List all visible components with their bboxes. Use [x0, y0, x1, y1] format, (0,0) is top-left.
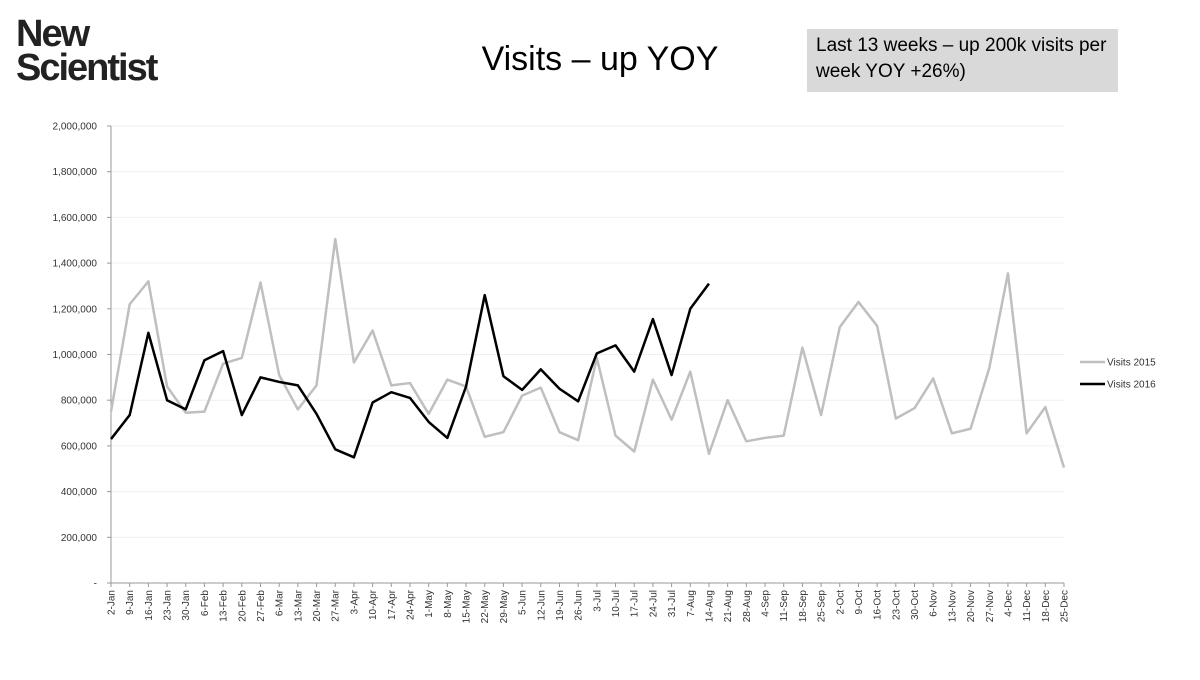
logo-word: Scientist	[16, 47, 159, 89]
x-tick-label: 31-Jul	[667, 590, 678, 617]
x-tick-label: 4-Sep	[761, 590, 772, 617]
x-tick-label: 3-Apr	[349, 589, 360, 614]
x-tick-label: 20-Mar	[312, 589, 323, 621]
y-tick-label: 1,800,000	[53, 167, 98, 178]
y-tick-label: -	[94, 579, 97, 590]
y-tick-label: 400,000	[61, 487, 98, 498]
x-tick-label: 9-Jan	[125, 590, 136, 615]
x-tick-label: 15-May	[462, 590, 473, 623]
legend-label: Visits 2015	[1107, 358, 1156, 369]
x-tick-label: 25-Dec	[1060, 590, 1071, 622]
legend-label: Visits 2016	[1107, 380, 1156, 391]
x-tick-label: 23-Oct	[891, 590, 902, 620]
series-line	[109, 237, 1066, 468]
x-tick-label: 6-Feb	[200, 590, 211, 617]
x-tick-label: 11-Dec	[1022, 590, 1033, 622]
x-tick-label: 30-Jan	[181, 590, 192, 621]
x-tick-label: 6-Nov	[929, 590, 940, 617]
y-tick-label: 1,600,000	[53, 213, 98, 224]
x-tick-label: 29-May	[499, 590, 510, 623]
x-tick-label: 20-Feb	[237, 590, 248, 622]
x-tick-label: 5-Jun	[518, 590, 529, 615]
x-tick-label: 14-Aug	[704, 590, 715, 622]
x-tick-label: 27-Feb	[256, 590, 267, 622]
x-tick-label: 18-Sep	[798, 590, 809, 623]
x-tick-label: 26-Jun	[574, 590, 585, 621]
x-tick-label: 24-Jul	[648, 590, 659, 617]
y-tick-label: 800,000	[61, 396, 98, 407]
x-tick-label: 21-Aug	[723, 590, 734, 622]
x-tick-label: 28-Aug	[742, 590, 753, 622]
x-tick-label: 22-May	[480, 590, 491, 623]
logo: New Scientist	[16, 13, 159, 89]
x-tick-label: 7-Aug	[686, 590, 697, 617]
logo-word: New	[16, 13, 91, 55]
y-tick-label: 1,000,000	[53, 350, 98, 361]
x-tick-label: 10-Apr	[368, 589, 379, 620]
x-tick-label: 13-Nov	[947, 590, 958, 622]
x-tick-label: 6-Mar	[275, 589, 286, 616]
y-tick-label: 2,000,000	[53, 122, 98, 133]
x-tick-label: 27-Mar	[331, 589, 342, 621]
x-tick-label: 1-May	[424, 590, 435, 618]
y-tick-label: 600,000	[61, 441, 98, 452]
chart-title: Visits – up YOY	[482, 40, 719, 78]
x-tick-label: 16-Jan	[144, 590, 155, 621]
x-tick-label: 4-Dec	[1003, 590, 1014, 617]
callout: Last 13 weeks – up 200k visits per week …	[816, 35, 1107, 82]
callout-wrap: Last 13 weeks – up 200k visits per week …	[816, 35, 1107, 82]
x-tick-label: 20-Nov	[966, 590, 977, 622]
x-tick-label: 8-May	[443, 590, 454, 618]
x-tick-label: 3-Jul	[592, 590, 603, 612]
series-line	[110, 282, 710, 459]
x-tick-label: 12-Jun	[536, 590, 547, 621]
x-tick-label: 2-Oct	[835, 590, 846, 615]
x-tick-label: 27-Nov	[985, 590, 996, 622]
y-tick-label: 200,000	[61, 533, 98, 544]
x-tick-label: 10-Jul	[611, 590, 622, 617]
callout-box	[807, 29, 1118, 92]
y-tick-label: 1,400,000	[53, 259, 98, 270]
x-tick-label: 18-Dec	[1041, 590, 1052, 622]
y-tick-label: 1,200,000	[53, 304, 98, 315]
x-tick-label: 16-Oct	[873, 590, 884, 620]
x-tick-label: 25-Sep	[817, 590, 828, 623]
x-tick-label: 24-Apr	[405, 589, 416, 620]
x-tick-label: 17-Apr	[387, 589, 398, 620]
x-tick-label: 13-Mar	[293, 589, 304, 621]
x-tick-label: 9-Oct	[854, 590, 865, 615]
x-tick-label: 30-Oct	[910, 590, 921, 620]
x-tick-label: 13-Feb	[219, 590, 230, 622]
x-tick-label: 17-Jul	[630, 590, 641, 617]
x-tick-label: 23-Jan	[163, 590, 174, 621]
x-tick-label: 19-Jun	[555, 590, 566, 621]
x-tick-label: 2-Jan	[107, 590, 118, 615]
x-tick-label: 11-Sep	[779, 590, 790, 622]
